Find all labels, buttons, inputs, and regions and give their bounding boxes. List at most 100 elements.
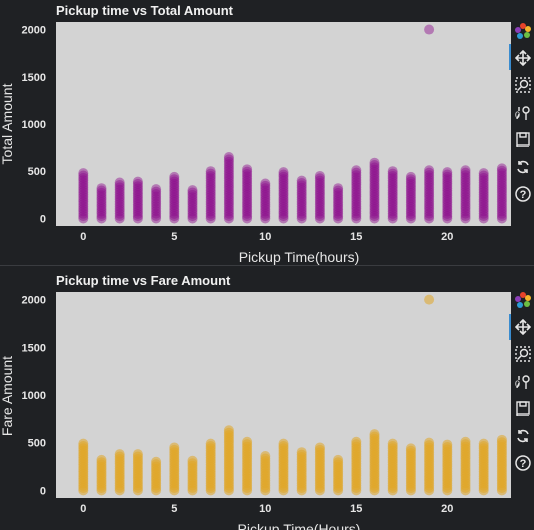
scatter-point bbox=[278, 190, 289, 201]
scatter-point bbox=[187, 213, 198, 224]
wheel-zoom-icon[interactable]: 0 bbox=[512, 102, 534, 124]
scatter-point bbox=[442, 183, 453, 194]
scatter-point bbox=[424, 191, 435, 202]
scatter-point bbox=[424, 206, 435, 217]
scatter-point bbox=[387, 192, 398, 203]
scatter-point bbox=[369, 187, 380, 198]
scatter-point bbox=[223, 189, 234, 200]
scatter-point bbox=[169, 181, 180, 192]
bokeh-logo-icon[interactable] bbox=[512, 289, 534, 311]
scatter-point bbox=[351, 213, 362, 224]
scatter-point bbox=[351, 165, 362, 176]
scatter-point bbox=[387, 175, 398, 186]
scatter-point bbox=[351, 196, 362, 207]
scatter-point bbox=[296, 178, 307, 189]
scatter-point bbox=[96, 208, 107, 219]
wheel-zoom-icon[interactable]: 0 bbox=[512, 371, 534, 393]
scatter-point bbox=[205, 178, 216, 189]
scatter-point bbox=[296, 208, 307, 219]
scatter-point bbox=[387, 180, 398, 191]
scatter-point bbox=[260, 180, 271, 191]
scatter-point bbox=[132, 208, 143, 219]
scatter-point bbox=[169, 197, 180, 208]
help-icon[interactable]: ? bbox=[512, 452, 534, 474]
scatter-point bbox=[151, 203, 162, 214]
scatter-point bbox=[132, 176, 143, 187]
scatter-point bbox=[132, 201, 143, 212]
scatter-point bbox=[496, 184, 507, 195]
scatter-point bbox=[132, 190, 143, 201]
scatter-point bbox=[278, 208, 289, 219]
scatter-point bbox=[478, 196, 489, 207]
scatter-point bbox=[205, 192, 216, 203]
scatter-point bbox=[442, 178, 453, 189]
scatter-point bbox=[78, 213, 89, 224]
scatter-point bbox=[387, 168, 398, 179]
save-icon[interactable] bbox=[512, 397, 534, 419]
scatter-point bbox=[187, 204, 198, 214]
scatter-point bbox=[205, 194, 216, 205]
scatter-point bbox=[132, 199, 143, 210]
scatter-point bbox=[223, 180, 234, 191]
reset-icon[interactable] bbox=[512, 425, 534, 447]
scatter-point bbox=[442, 181, 453, 192]
help-icon[interactable]: ? bbox=[512, 183, 534, 205]
scatter-point bbox=[78, 196, 89, 207]
scatter-point bbox=[242, 187, 253, 198]
plot-area[interactable] bbox=[56, 22, 511, 226]
scatter-point bbox=[351, 186, 362, 197]
scatter-point bbox=[333, 454, 344, 465]
box-zoom-icon[interactable] bbox=[512, 343, 534, 365]
scatter-point bbox=[223, 163, 234, 174]
scatter-point bbox=[333, 183, 344, 194]
scatter-point bbox=[278, 174, 289, 185]
scatter-point bbox=[351, 436, 362, 447]
pan-icon[interactable] bbox=[512, 47, 534, 69]
scatter-point bbox=[314, 185, 325, 196]
reset-icon[interactable] bbox=[512, 156, 534, 178]
scatter-point bbox=[169, 194, 180, 205]
scatter-point bbox=[205, 168, 216, 179]
scatter-point bbox=[96, 206, 107, 217]
scatter-point bbox=[424, 294, 435, 305]
scatter-point bbox=[369, 192, 380, 203]
scatter-point bbox=[223, 173, 234, 184]
scatter-point bbox=[333, 213, 344, 224]
scatter-point bbox=[296, 182, 307, 193]
scatter-point bbox=[496, 165, 507, 176]
scatter-point bbox=[460, 167, 471, 178]
scatter-point bbox=[424, 172, 435, 183]
scatter-point bbox=[369, 201, 380, 212]
scatter-point bbox=[314, 211, 325, 222]
scatter-point bbox=[169, 204, 180, 215]
scatter-point bbox=[260, 208, 271, 219]
scatter-point bbox=[278, 178, 289, 189]
scatter-point bbox=[223, 168, 234, 179]
scatter-point bbox=[460, 198, 471, 209]
pan-icon[interactable] bbox=[512, 316, 534, 338]
scatter-point bbox=[314, 204, 325, 214]
scatter-point bbox=[205, 175, 216, 186]
scatter-point bbox=[478, 194, 489, 205]
bokeh-logo-icon[interactable] bbox=[512, 20, 534, 42]
scatter-point bbox=[296, 447, 307, 458]
scatter-point bbox=[169, 192, 180, 203]
scatter-point bbox=[114, 177, 125, 188]
scatter-point bbox=[96, 185, 107, 196]
scatter-point bbox=[460, 179, 471, 190]
x-tick-label: 15 bbox=[350, 231, 362, 243]
box-zoom-icon[interactable] bbox=[512, 74, 534, 96]
y-tick-label: 2000 bbox=[22, 25, 46, 37]
scatter-point bbox=[369, 204, 380, 215]
scatter-point bbox=[278, 176, 289, 187]
scatter-point bbox=[369, 206, 380, 217]
scatter-point bbox=[314, 213, 325, 224]
save-icon[interactable] bbox=[512, 128, 534, 150]
scatter-point bbox=[187, 455, 198, 466]
scatter-point bbox=[314, 182, 325, 193]
active-tool-indicator bbox=[509, 314, 511, 340]
scatter-point bbox=[424, 24, 435, 35]
scatter-point bbox=[114, 208, 125, 219]
scatter-point bbox=[405, 201, 416, 212]
scatter-point bbox=[424, 177, 435, 188]
